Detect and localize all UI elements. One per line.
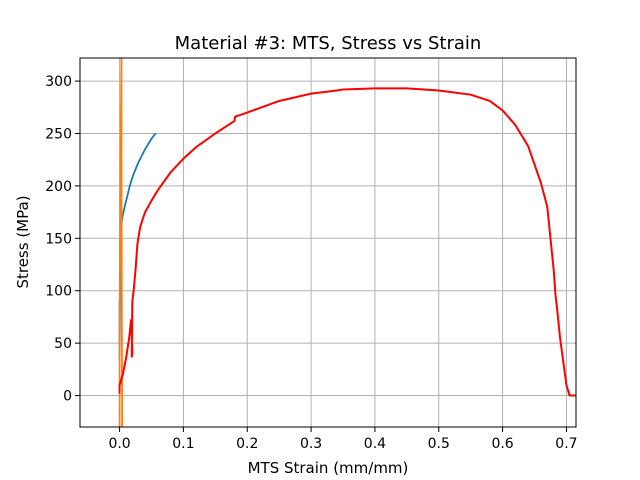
x-tick-label: 0.3 <box>300 436 322 452</box>
x-tick-label: 0.4 <box>364 436 386 452</box>
series-line-2 <box>118 58 124 427</box>
plot-area-frame <box>79 57 577 428</box>
y-tick-label: 200 <box>45 179 72 195</box>
x-tick-label: 0.6 <box>491 436 513 452</box>
series-layer <box>118 58 576 427</box>
x-tick-label: 0.7 <box>555 436 577 452</box>
x-axis-label: MTS Strain (mm/mm) <box>248 459 409 477</box>
x-tick-label: 0.1 <box>172 436 194 452</box>
x-tick-label: 0.2 <box>236 436 258 452</box>
y-tick-label: 150 <box>45 231 72 247</box>
x-tick-label: 0.5 <box>428 436 450 452</box>
series-line-3 <box>118 87 576 397</box>
y-tick-label: 0 <box>63 389 72 405</box>
y-tick-label: 250 <box>45 126 72 142</box>
y-tick-label: 300 <box>45 74 72 90</box>
x-tick-label: 0.0 <box>108 436 130 452</box>
grid-lines <box>80 58 576 427</box>
axis-ticks: 0.0 0.1 0.2 0.3 0.4 0.5 0.6 0.7 0 50 100 150 200 250 3… <box>45 74 577 452</box>
chart-title: Material #3: MTS, Stress vs Strain <box>175 33 482 54</box>
y-axis-label: Stress (MPa) <box>14 195 32 288</box>
y-tick-label: 100 <box>45 284 72 300</box>
y-tick-label: 50 <box>54 336 72 352</box>
